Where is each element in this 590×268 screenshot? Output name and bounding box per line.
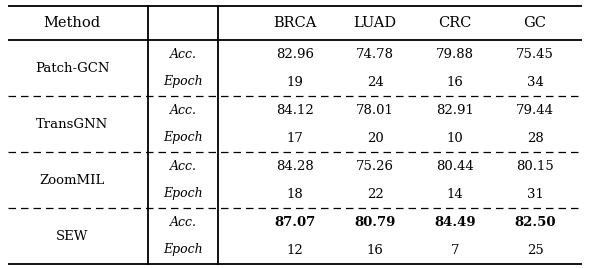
Text: Epoch: Epoch — [163, 76, 203, 88]
Text: 18: 18 — [287, 188, 303, 200]
Text: 79.44: 79.44 — [516, 103, 554, 117]
Text: 10: 10 — [447, 132, 463, 144]
Text: 84.12: 84.12 — [276, 103, 314, 117]
Text: 75.45: 75.45 — [516, 47, 554, 61]
Text: 82.91: 82.91 — [436, 103, 474, 117]
Text: SEW: SEW — [56, 229, 88, 243]
Text: 20: 20 — [366, 132, 384, 144]
Text: 74.78: 74.78 — [356, 47, 394, 61]
Text: Epoch: Epoch — [163, 244, 203, 256]
Text: 24: 24 — [366, 76, 384, 88]
Text: 75.26: 75.26 — [356, 159, 394, 173]
Text: 84.49: 84.49 — [434, 215, 476, 229]
Text: Method: Method — [44, 16, 100, 30]
Text: LUAD: LUAD — [353, 16, 396, 30]
Text: Acc.: Acc. — [169, 215, 196, 229]
Text: ZoomMIL: ZoomMIL — [40, 173, 104, 187]
Text: BRCA: BRCA — [273, 16, 317, 30]
Text: 34: 34 — [526, 76, 543, 88]
Text: TransGNN: TransGNN — [36, 117, 108, 131]
Text: 16: 16 — [447, 76, 463, 88]
Text: 84.28: 84.28 — [276, 159, 314, 173]
Text: 80.44: 80.44 — [436, 159, 474, 173]
Text: Epoch: Epoch — [163, 188, 203, 200]
Text: 80.15: 80.15 — [516, 159, 554, 173]
Text: Acc.: Acc. — [169, 159, 196, 173]
Text: 31: 31 — [526, 188, 543, 200]
Text: 16: 16 — [366, 244, 384, 256]
Text: 87.07: 87.07 — [274, 215, 316, 229]
Text: 17: 17 — [287, 132, 303, 144]
Text: Acc.: Acc. — [169, 103, 196, 117]
Text: GC: GC — [523, 16, 546, 30]
Text: 22: 22 — [366, 188, 384, 200]
Text: 12: 12 — [287, 244, 303, 256]
Text: Acc.: Acc. — [169, 47, 196, 61]
Text: Epoch: Epoch — [163, 132, 203, 144]
Text: 25: 25 — [527, 244, 543, 256]
Text: 80.79: 80.79 — [355, 215, 396, 229]
Text: 79.88: 79.88 — [436, 47, 474, 61]
Text: 78.01: 78.01 — [356, 103, 394, 117]
Text: 14: 14 — [447, 188, 463, 200]
Text: 82.50: 82.50 — [514, 215, 556, 229]
Text: 7: 7 — [451, 244, 459, 256]
Text: Patch-GCN: Patch-GCN — [35, 61, 109, 75]
Text: 82.96: 82.96 — [276, 47, 314, 61]
Text: 28: 28 — [527, 132, 543, 144]
Text: 19: 19 — [287, 76, 303, 88]
Text: CRC: CRC — [438, 16, 471, 30]
